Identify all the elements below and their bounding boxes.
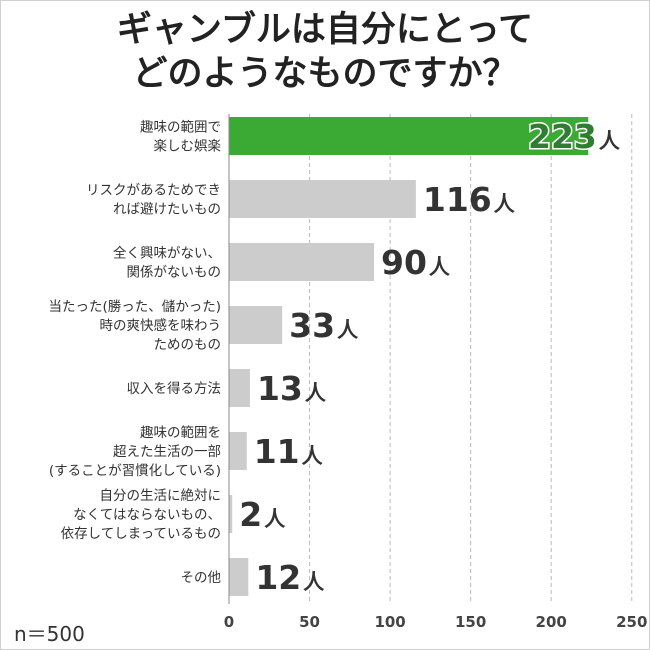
value-label-2: 90人: [381, 243, 450, 282]
category-label-line: (することが習慣化している): [49, 463, 221, 479]
value-number: 223: [528, 117, 597, 156]
value-number: 116: [423, 180, 492, 219]
category-label-line: ためのもの: [154, 337, 222, 353]
value-label-0: 223人: [528, 117, 620, 156]
category-label-line: 趣味の範囲を: [140, 425, 221, 441]
value-unit: 人: [429, 255, 450, 279]
bar-7: [229, 558, 249, 596]
x-tick-label-200: 200: [536, 613, 567, 631]
value-label-7: 12人: [255, 558, 324, 597]
category-label-line: リスクがあるためでき: [86, 183, 221, 199]
x-tick-label-100: 100: [374, 613, 405, 631]
category-label-4: 収入を得る方法: [127, 380, 222, 397]
category-label-line: 楽しむ娯楽: [154, 139, 222, 155]
category-label-line: なくてはならないもの、: [73, 507, 221, 523]
value-number: 13: [257, 369, 303, 408]
bar-1: [229, 180, 416, 218]
value-unit: 人: [599, 129, 620, 153]
category-label-line: 全く興味がない、: [113, 245, 221, 262]
value-number: 12: [255, 558, 301, 597]
value-number: 90: [381, 243, 427, 282]
value-label-1: 116人: [423, 180, 515, 219]
x-tick-label-50: 50: [299, 613, 320, 631]
bar-4: [229, 369, 250, 407]
value-label-5: 11人: [254, 432, 323, 471]
sample-size-note: n＝500: [14, 622, 85, 646]
x-tick-label-0: 0: [224, 613, 234, 631]
category-label-line: 関係がないもの: [127, 265, 222, 281]
category-label-line: 自分の生活に絶対に: [100, 488, 222, 504]
category-label-line: 依存してしまっているもの: [61, 526, 221, 542]
category-label-line: 趣味の範囲で: [140, 120, 221, 136]
chart-title-line-1: ギャンブルは自分にとって: [116, 10, 534, 50]
category-label-line: 時の爽快感を味わう: [100, 317, 222, 334]
value-unit: 人: [494, 192, 515, 216]
category-label-line: 収入を得る方法: [127, 380, 222, 397]
category-label-line: 超えた生活の一部: [113, 444, 221, 460]
value-label-4: 13人: [257, 369, 326, 408]
value-number: 33: [289, 306, 335, 345]
category-label-line: その他: [181, 570, 222, 586]
category-label-line: 当たった(勝った、儲かった): [48, 299, 221, 315]
bar-3: [229, 306, 283, 344]
value-unit: 人: [302, 444, 323, 468]
category-label-7: その他: [181, 570, 222, 586]
chart-title-line-2: どのようなものですか？: [132, 54, 518, 94]
value-unit: 人: [264, 507, 285, 531]
value-unit: 人: [337, 318, 358, 342]
value-label-6: 2人: [239, 495, 285, 534]
value-unit: 人: [303, 570, 324, 594]
category-label-2: 全く興味がない、関係がないもの: [113, 245, 221, 281]
value-unit: 人: [305, 381, 326, 405]
chart-title: ギャンブルは自分にとって どのようなものですか？: [0, 8, 650, 96]
category-label-5: 趣味の範囲を超えた生活の一部 (することが習慣化している): [49, 425, 221, 479]
x-tick-label-150: 150: [455, 613, 486, 631]
bar-2: [229, 243, 374, 281]
category-label-0: 趣味の範囲で楽しむ娯楽: [140, 120, 221, 155]
value-label-3: 33人: [289, 306, 358, 345]
category-label-line: れば避けたいもの: [113, 202, 221, 218]
category-label-1: リスクがあるためできれば避けたいもの: [86, 183, 221, 218]
bar-0: [229, 117, 589, 155]
bar-6: [229, 495, 233, 533]
value-number: 11: [254, 432, 300, 471]
x-tick-label-250: 250: [616, 613, 647, 631]
bar-5: [229, 432, 247, 470]
category-label-3: 当たった(勝った、儲かった) 時の爽快感を味わうためのもの: [48, 299, 221, 353]
value-number: 2: [239, 495, 262, 534]
category-label-6: 自分の生活に絶対になくてはならないもの、依存してしまっているもの: [61, 488, 221, 542]
